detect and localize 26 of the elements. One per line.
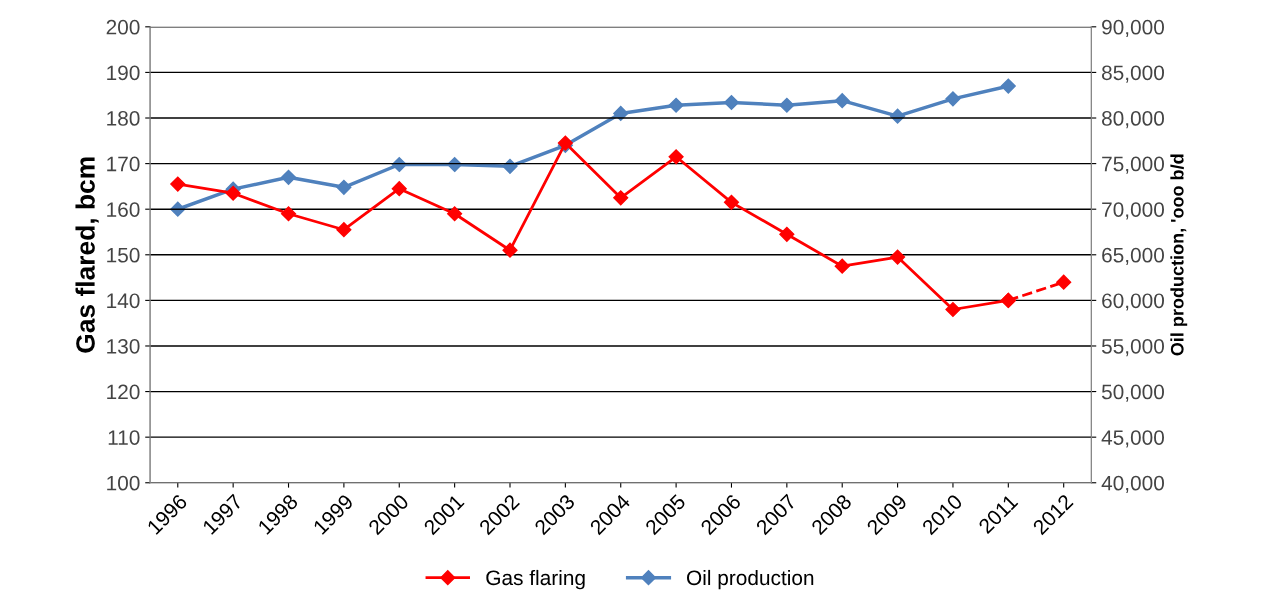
y-tick-label: 190 xyxy=(107,65,140,81)
y-tick-label: 110 xyxy=(108,430,140,445)
y-tick-label: 130 xyxy=(107,338,140,354)
legend-label: Gas flaring xyxy=(486,569,585,590)
y2-tick-label: 70,000 xyxy=(1102,202,1164,220)
y2-tick-label: 65,000 xyxy=(1102,247,1164,265)
y-tick-label: 100 xyxy=(107,475,140,491)
y-tick-label: 200 xyxy=(106,19,140,35)
y-tick-label: 170 xyxy=(107,156,140,172)
legend-label: Oil production xyxy=(686,569,814,590)
y-axis-title: Gas flared, bcm xyxy=(75,157,99,353)
y2-tick-label: 85,000 xyxy=(1102,65,1164,83)
y2-axis-title: Oil production, 'ooo b/d xyxy=(1170,154,1188,356)
y-tick-label: 150 xyxy=(107,247,140,263)
y-tick-label: 180 xyxy=(107,111,140,126)
y-tick-label: 140 xyxy=(107,293,140,309)
y2-tick-label: 75,000 xyxy=(1102,156,1164,174)
y2-tick-label: 40,000 xyxy=(1101,475,1164,493)
y2-tick-label: 90,000 xyxy=(1102,19,1164,38)
y2-tick-label: 55,000 xyxy=(1101,338,1164,357)
y2-tick-label: 45,000 xyxy=(1101,430,1164,448)
y2-tick-label: 80,000 xyxy=(1102,111,1164,129)
y-tick-label: 120 xyxy=(107,384,140,400)
y2-tick-label: 60,000 xyxy=(1102,293,1164,311)
y2-tick-label: 50,000 xyxy=(1101,384,1164,402)
y-tick-label: 160 xyxy=(107,202,140,217)
